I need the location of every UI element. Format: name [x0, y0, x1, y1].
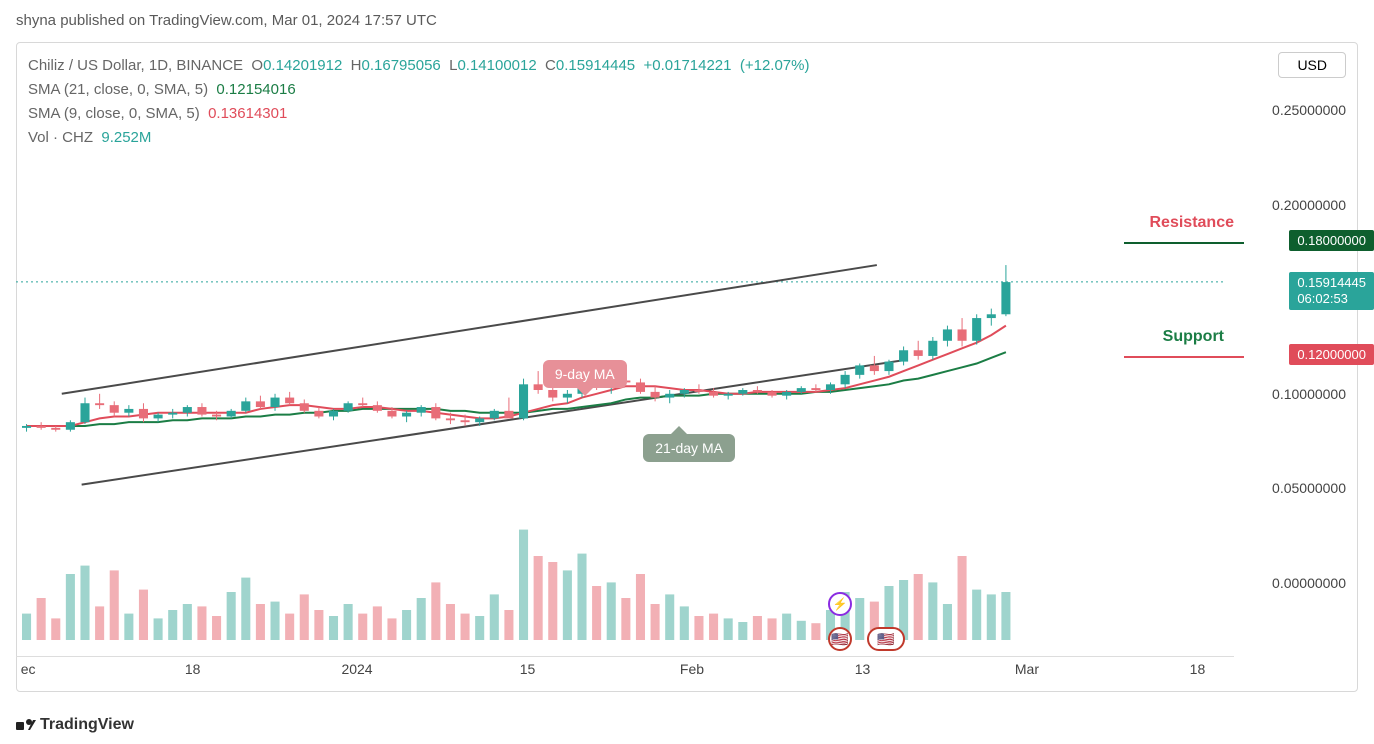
currency-selector[interactable]: USD — [1278, 52, 1346, 78]
x-tick: Mar — [1015, 661, 1039, 677]
x-tick: 2024 — [341, 661, 372, 677]
event-flag-multi-icon[interactable]: 🇺🇸 — [867, 627, 905, 651]
resistance-line — [1124, 242, 1244, 244]
support-price: 0.12000000 — [1289, 344, 1374, 365]
y-tick: 0.25000000 — [1272, 102, 1346, 118]
publish-info: shyna published on TradingView.com, Mar … — [16, 12, 437, 29]
tradingview-logo[interactable]: TradingView — [16, 716, 134, 734]
x-tick: 18 — [185, 661, 201, 677]
ma9-callout: 9-day MA — [543, 360, 627, 388]
x-tick: ec — [21, 661, 36, 677]
event-bolt-icon[interactable]: ⚡ — [828, 592, 852, 616]
event-flag-icon[interactable]: 🇺🇸 — [828, 627, 852, 651]
resistance-price: 0.18000000 — [1289, 230, 1374, 251]
x-tick: 15 — [520, 661, 536, 677]
current-price-marker: 0.1591444506:02:53 — [1289, 272, 1374, 311]
y-tick: 0.05000000 — [1272, 480, 1346, 496]
support-line — [1124, 356, 1244, 358]
x-axis: ec 18 2024 15 Feb 13 Mar 18 — [16, 656, 1234, 678]
y-tick: 0.20000000 — [1272, 197, 1346, 213]
support-label: Support — [1163, 328, 1224, 346]
y-tick: 0.00000000 — [1272, 575, 1346, 591]
x-tick: 13 — [855, 661, 871, 677]
resistance-label: Resistance — [1150, 214, 1235, 232]
x-tick: Feb — [680, 661, 704, 677]
y-tick: 0.10000000 — [1272, 386, 1346, 402]
x-tick: 18 — [1190, 661, 1206, 677]
price-chart[interactable] — [16, 42, 1226, 642]
y-axis: 0.25000000 0.20000000 0.10000000 0.05000000… — [1236, 80, 1346, 690]
ma21-callout: 21-day MA — [643, 434, 735, 462]
